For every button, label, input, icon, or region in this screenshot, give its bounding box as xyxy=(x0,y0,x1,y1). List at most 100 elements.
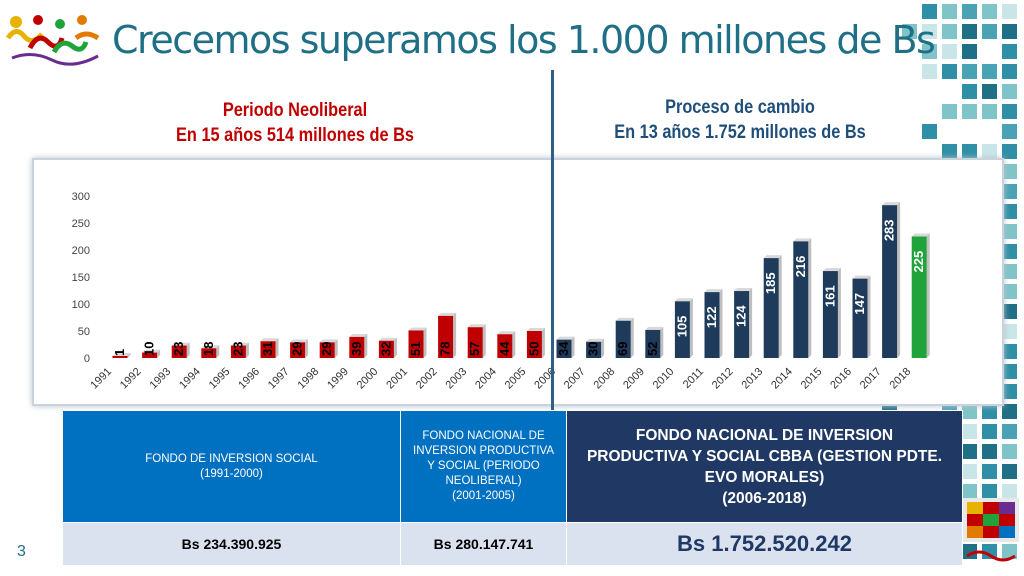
data-label: 23 xyxy=(171,342,186,356)
x-tick-label: 2016 xyxy=(828,366,854,392)
fund-fnips-neoliberal-name-1: FONDO NACIONAL DE xyxy=(422,430,545,442)
fund-fnips-neoliberal-period: (2001-2005) xyxy=(452,490,515,502)
bar-top xyxy=(349,333,368,337)
change-process-header: Proceso de cambio En 13 años 1.752 millo… xyxy=(611,95,869,145)
bar-2017 xyxy=(882,205,898,358)
x-tick-label: 2014 xyxy=(769,366,795,392)
decorative-square xyxy=(1002,44,1017,59)
x-tick-label: 1994 xyxy=(177,366,203,392)
decorative-square xyxy=(1002,324,1017,339)
bar-side xyxy=(719,289,723,358)
decorative-square xyxy=(962,24,977,39)
data-label: 39 xyxy=(349,342,364,356)
bar-side xyxy=(749,288,753,358)
decorative-square xyxy=(1002,224,1017,239)
data-label: 23 xyxy=(230,342,245,356)
funds-table: FONDO DE INVERSION SOCIAL (1991-2000) FO… xyxy=(62,410,963,566)
logo-icon xyxy=(5,15,100,66)
decorative-square xyxy=(1002,104,1017,119)
y-tick-label: 50 xyxy=(78,326,90,338)
decorative-square xyxy=(962,4,977,19)
decorative-square xyxy=(962,144,977,159)
x-tick-label: 1995 xyxy=(207,366,233,392)
bar-top xyxy=(201,345,220,349)
decorative-square xyxy=(982,484,997,499)
bar-2000 xyxy=(378,340,394,358)
y-tick-label: 100 xyxy=(72,299,90,311)
decorative-square xyxy=(942,104,957,119)
bar-top xyxy=(615,317,634,321)
data-label: 30 xyxy=(586,342,601,356)
x-tick-label: 2010 xyxy=(651,366,677,392)
neoliberal-period-summary: En 15 años 514 millones de Bs xyxy=(176,125,414,146)
data-label: 1 xyxy=(112,349,127,356)
decorative-square xyxy=(1002,284,1017,299)
x-tick-label: 2007 xyxy=(562,366,588,392)
bar-side xyxy=(305,339,309,358)
bar-2004 xyxy=(497,334,513,358)
bar-2001 xyxy=(408,330,424,358)
data-label: 32 xyxy=(378,342,393,356)
x-tick-label: 1998 xyxy=(296,366,322,392)
bar-top xyxy=(645,326,664,330)
bar-chart: 0501001502002503001199110199223199318199… xyxy=(72,191,930,392)
decorative-square xyxy=(982,424,997,439)
decorative-square xyxy=(962,424,977,439)
fund-fnips-neoliberal-cell: FONDO NACIONAL DE INVERSION PRODUCTIVA Y… xyxy=(400,410,567,523)
decorative-square xyxy=(902,24,917,39)
bar-2003 xyxy=(467,327,483,358)
bar-2014 xyxy=(793,241,809,358)
decorative-square xyxy=(1002,244,1017,259)
fund-fis-cell: FONDO DE INVERSION SOCIAL (1991-2000) xyxy=(62,410,401,523)
decorative-square xyxy=(1002,444,1017,459)
fund-fnips-cbba-name-3: EVO MORALES) xyxy=(704,468,825,486)
change-process-summary: En 13 años 1.752 millones de Bs xyxy=(614,122,866,143)
decorative-square xyxy=(962,104,977,119)
bar-2016 xyxy=(852,278,868,358)
data-label: 185 xyxy=(763,272,778,294)
decorative-square xyxy=(1002,344,1017,359)
x-tick-label: 2006 xyxy=(532,366,558,392)
bar-side xyxy=(127,353,131,358)
bar-2018 xyxy=(911,236,927,358)
decorative-square xyxy=(1002,484,1017,499)
decorative-square xyxy=(1002,84,1017,99)
decorative-square xyxy=(1002,304,1017,319)
bar-top xyxy=(171,342,190,346)
bar-side xyxy=(157,349,161,358)
bar-top xyxy=(112,353,131,356)
x-tick-label: 2017 xyxy=(858,366,884,392)
decorative-square xyxy=(1002,544,1017,559)
x-tick-label: 2015 xyxy=(799,366,825,392)
bar-top xyxy=(526,328,545,331)
fund-fis-name: FONDO DE INVERSION SOCIAL xyxy=(145,452,318,465)
bar-top xyxy=(763,255,782,259)
bar-side xyxy=(571,336,575,358)
data-label: 57 xyxy=(467,342,482,356)
bar-side xyxy=(216,345,220,358)
bar-top xyxy=(319,339,338,343)
bar-top xyxy=(793,238,812,242)
decorative-square xyxy=(922,64,937,79)
bar-top xyxy=(438,312,457,316)
bar-1996 xyxy=(260,341,276,358)
fund-fnips-cbba-period: (2006-2018) xyxy=(722,489,807,507)
x-tick-label: 2000 xyxy=(355,366,381,392)
bar-top xyxy=(556,336,575,340)
fund-fnips-cbba-amount: Bs 1.752.520.242 xyxy=(566,522,963,566)
bar-top xyxy=(230,342,249,346)
decorative-square xyxy=(982,84,997,99)
bar-top xyxy=(467,324,486,328)
decorative-square xyxy=(1002,404,1017,419)
decorative-square xyxy=(982,444,997,459)
decorative-square xyxy=(1002,464,1017,479)
x-tick-label: 1999 xyxy=(325,366,351,392)
x-tick-label: 1993 xyxy=(148,366,174,392)
bar-side xyxy=(453,312,457,358)
bar-2007 xyxy=(586,341,602,358)
data-label: 51 xyxy=(408,342,423,356)
bar-2002 xyxy=(438,315,454,358)
bar-side xyxy=(808,238,812,358)
bar-side xyxy=(541,328,545,358)
decorative-square xyxy=(1002,64,1017,79)
